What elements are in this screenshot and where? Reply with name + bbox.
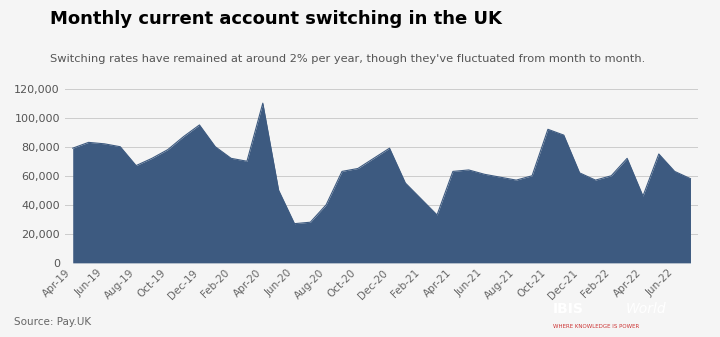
Text: Monthly current account switching in the UK: Monthly current account switching in the… xyxy=(50,10,503,28)
Text: WHERE KNOWLEDGE IS POWER: WHERE KNOWLEDGE IS POWER xyxy=(553,324,639,329)
Text: Source: Pay.UK: Source: Pay.UK xyxy=(14,317,91,327)
Text: World: World xyxy=(626,302,667,315)
Text: IBIS: IBIS xyxy=(553,302,584,315)
Text: Switching rates have remained at around 2% per year, though they've fluctuated f: Switching rates have remained at around … xyxy=(50,54,646,64)
